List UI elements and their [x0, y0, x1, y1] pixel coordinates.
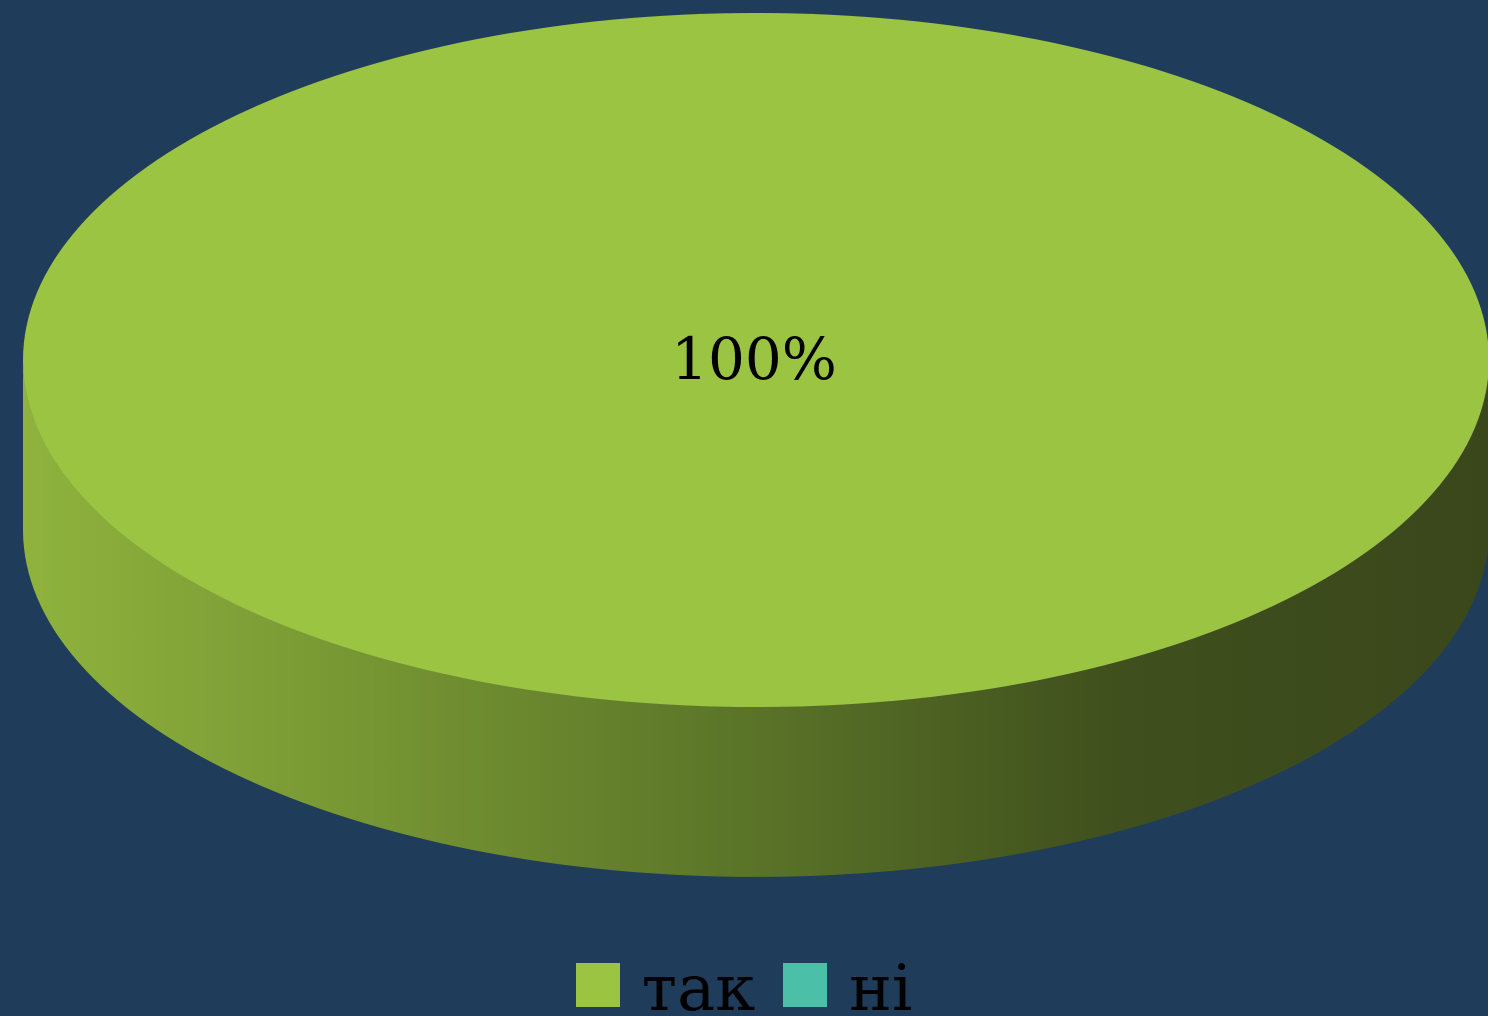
pie-slice-так-side [23, 360, 1488, 877]
legend-label-так: так [641, 952, 756, 1016]
pie-slice-так [23, 13, 1488, 707]
legend-label-ні: ні [849, 952, 913, 1016]
legend-swatch-так [575, 963, 620, 1007]
chart-legend: так ні [0, 940, 1488, 1016]
legend-item-так: так [575, 940, 756, 1016]
legend-swatch-ні [783, 963, 828, 1007]
data-label-так: 100% [671, 325, 837, 393]
legend-item-ні: ні [783, 940, 912, 1016]
